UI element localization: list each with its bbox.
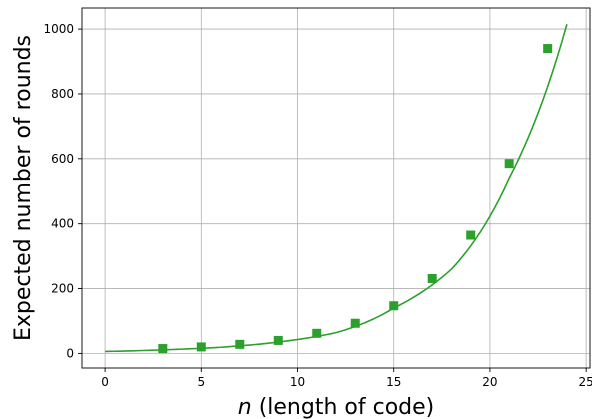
y-tick-label: 1000 [43,22,74,36]
y-tick-label: 400 [51,217,74,231]
data-point-marker [543,44,553,54]
data-point-marker [312,328,322,338]
x-axis-title-rest: (length of code) [252,395,435,419]
fit-curve-line [105,24,568,353]
x-tick-label: 5 [197,375,205,389]
y-axis-title: Expected number of rounds [11,35,36,341]
x-axis-title: n (length of code) [238,395,434,419]
data-point-marker [235,339,245,349]
data-point-marker [427,273,437,283]
x-axis-ticks: 0 5 10 15 20 25 [101,368,592,389]
data-point-marker [196,342,206,352]
y-tick-label: 200 [51,282,74,296]
data-point-marker [504,159,514,169]
data-point-marker [350,318,360,328]
data-markers [158,44,553,354]
x-tick-label: 10 [290,375,305,389]
data-point-marker [273,335,283,345]
y-axis-ticks: 0 200 400 600 800 1000 [43,22,82,360]
y-tick-label: 0 [66,346,74,360]
x-axis-title-variable: n [238,395,252,419]
x-tick-label: 0 [101,375,109,389]
y-tick-label: 800 [51,87,74,101]
grid [82,8,590,368]
plot-frame [81,7,591,369]
x-tick-label: 15 [386,375,401,389]
data-point-marker [466,230,476,240]
x-tick-label: 25 [579,375,592,389]
y-tick-label: 600 [51,152,74,166]
data-point-marker [389,301,399,311]
data-point-marker [158,344,168,354]
x-tick-label: 20 [482,375,497,389]
